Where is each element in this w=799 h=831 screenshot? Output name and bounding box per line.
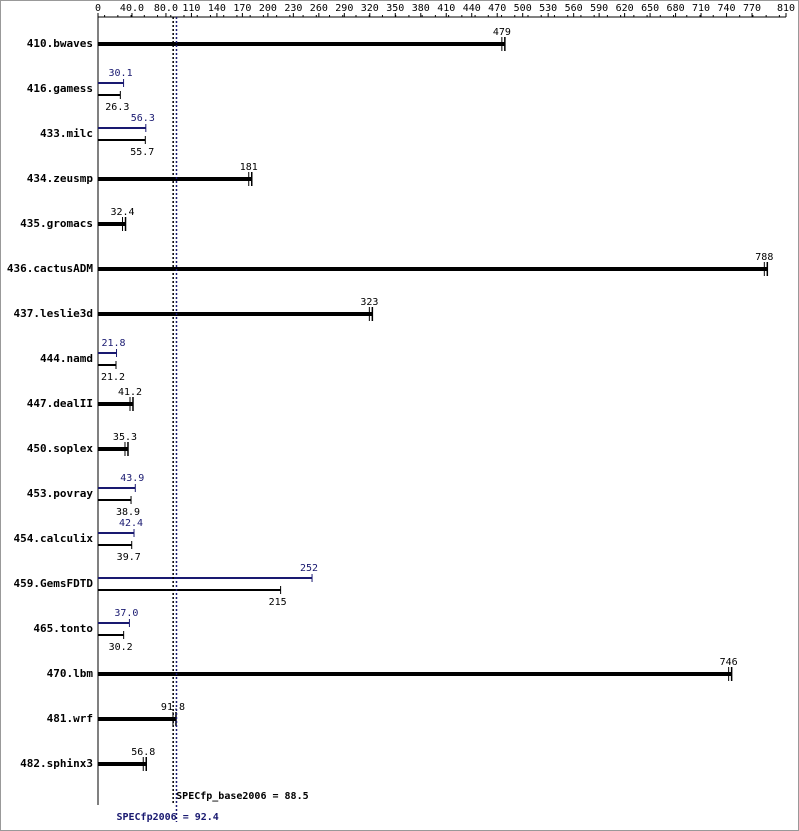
- value-label: 181: [240, 162, 258, 173]
- value-label: 42.4: [119, 518, 143, 529]
- value-label: 788: [755, 252, 773, 263]
- category-label: 450.soplex: [27, 442, 94, 455]
- x-tick-label: 290: [335, 3, 353, 14]
- value-label: 30.1: [109, 68, 133, 79]
- value-label: 21.8: [101, 338, 125, 349]
- x-tick-label: 560: [565, 3, 583, 14]
- x-tick-label: 680: [667, 3, 685, 14]
- x-tick-label: 740: [718, 3, 736, 14]
- value-label: 91.8: [161, 702, 185, 713]
- x-tick-label: 590: [590, 3, 608, 14]
- x-tick-label: 230: [284, 3, 302, 14]
- category-label: 437.leslie3d: [14, 307, 93, 320]
- category-label: 470.lbm: [47, 667, 94, 680]
- category-label: 410.bwaves: [27, 37, 93, 50]
- value-label: 39.7: [117, 552, 141, 563]
- x-tick-label: 80.0: [154, 3, 178, 14]
- x-tick-label: 470: [488, 3, 506, 14]
- value-label: 56.3: [131, 113, 155, 124]
- value-label: 41.2: [118, 387, 142, 398]
- x-tick-label: 0: [95, 3, 101, 14]
- category-label: 434.zeusmp: [27, 172, 94, 185]
- value-label: 37.0: [114, 608, 138, 619]
- value-label: 323: [360, 297, 378, 308]
- category-label: 435.gromacs: [20, 217, 93, 230]
- category-label: 453.povray: [27, 487, 94, 500]
- value-label: 35.3: [113, 432, 137, 443]
- x-tick-label: 200: [259, 3, 277, 14]
- x-tick-label: 440: [463, 3, 481, 14]
- category-label: 454.calculix: [14, 532, 94, 545]
- value-label: 38.9: [116, 507, 140, 518]
- category-label: 433.milc: [40, 127, 93, 140]
- x-tick-label: 650: [641, 3, 659, 14]
- category-label: 465.tonto: [33, 622, 93, 635]
- reference-label: SPECfp_base2006 = 88.5: [176, 791, 308, 802]
- value-label: 30.2: [109, 642, 133, 653]
- reference-label: SPECfp2006 = 92.4: [116, 812, 218, 823]
- value-label: 21.2: [101, 372, 125, 383]
- category-label: 416.gamess: [27, 82, 93, 95]
- category-label: 444.namd: [40, 352, 93, 365]
- x-tick-label: 530: [539, 3, 557, 14]
- value-label: 746: [720, 657, 738, 668]
- category-label: 481.wrf: [47, 712, 93, 725]
- x-tick-label: 380: [412, 3, 430, 14]
- x-tick-label: 40.0: [120, 3, 144, 14]
- x-tick-label: 350: [386, 3, 404, 14]
- x-tick-label: 620: [616, 3, 634, 14]
- x-tick-label: 170: [233, 3, 251, 14]
- value-label: 32.4: [110, 207, 134, 218]
- category-label: 447.dealII: [27, 397, 93, 410]
- x-tick-label: 140: [208, 3, 226, 14]
- x-tick-label: 260: [310, 3, 328, 14]
- value-label: 252: [300, 563, 318, 574]
- x-tick-label: 770: [743, 3, 761, 14]
- value-label: 43.9: [120, 473, 144, 484]
- x-tick-label: 500: [514, 3, 532, 14]
- x-tick-label: 320: [361, 3, 379, 14]
- category-label: 459.GemsFDTD: [14, 577, 94, 590]
- value-label: 56.8: [131, 747, 155, 758]
- value-label: 26.3: [105, 102, 129, 113]
- value-label: 55.7: [130, 147, 154, 158]
- category-label: 482.sphinx3: [20, 757, 93, 770]
- x-tick-label: 710: [692, 3, 710, 14]
- x-tick-label: 110: [182, 3, 200, 14]
- x-tick-label: 810: [777, 3, 795, 14]
- value-label: 215: [269, 597, 287, 608]
- value-label: 479: [493, 27, 511, 38]
- category-label: 436.cactusADM: [7, 262, 93, 275]
- x-tick-label: 410: [437, 3, 455, 14]
